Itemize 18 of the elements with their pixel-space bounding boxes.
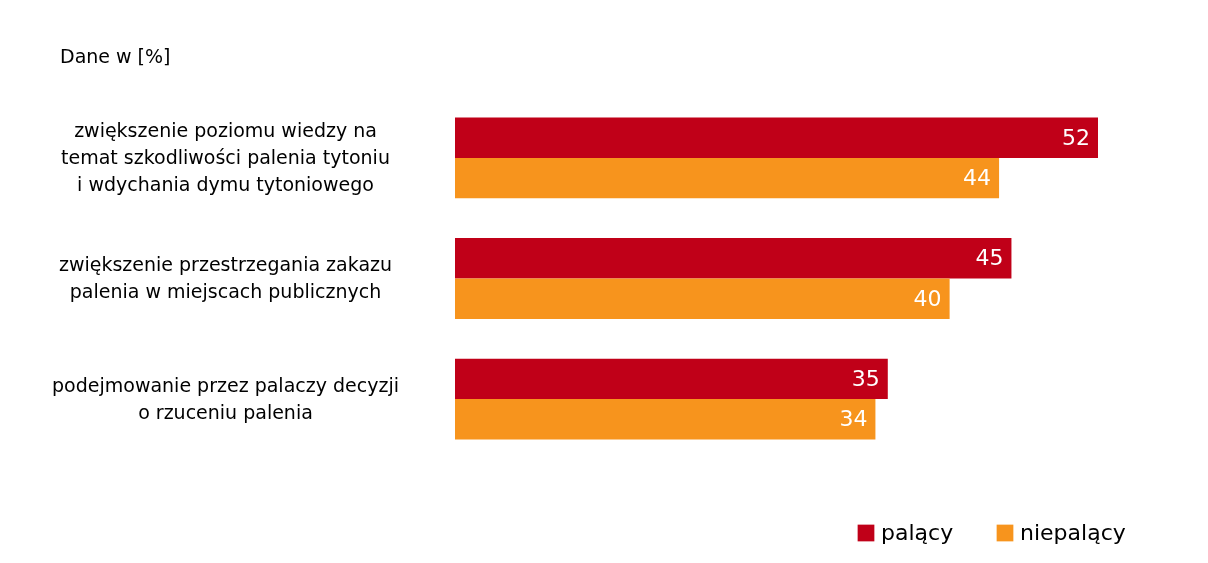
bar xyxy=(455,117,1098,158)
data-label: 35 xyxy=(851,365,880,391)
bar xyxy=(455,157,1000,199)
bar xyxy=(455,278,950,319)
data-label: 34 xyxy=(839,406,868,432)
y-tick-label: zwiększenie przestrzegania zakazu palenia w miejscach publicznych xyxy=(58,253,393,302)
data-label: 52 xyxy=(1062,124,1090,150)
legend-label: palący xyxy=(881,520,954,545)
legend-label: niepalący xyxy=(1020,520,1126,545)
data-label: 45 xyxy=(975,245,1004,271)
y-tick-label: zwiększenie poziomu wiedzy na temat szkodliwości palenia tytoniu i wdychania dymu tytoniowego xyxy=(61,118,390,195)
bar xyxy=(455,238,1012,279)
text: Dane w [%] xyxy=(60,45,171,67)
bar xyxy=(455,399,876,440)
y-tick-label: podejmowanie przez palaczy decyzji o rzuceniu palenia xyxy=(52,373,399,423)
bar xyxy=(455,358,888,400)
data-label: 44 xyxy=(963,165,992,191)
data-label: 40 xyxy=(913,285,942,311)
